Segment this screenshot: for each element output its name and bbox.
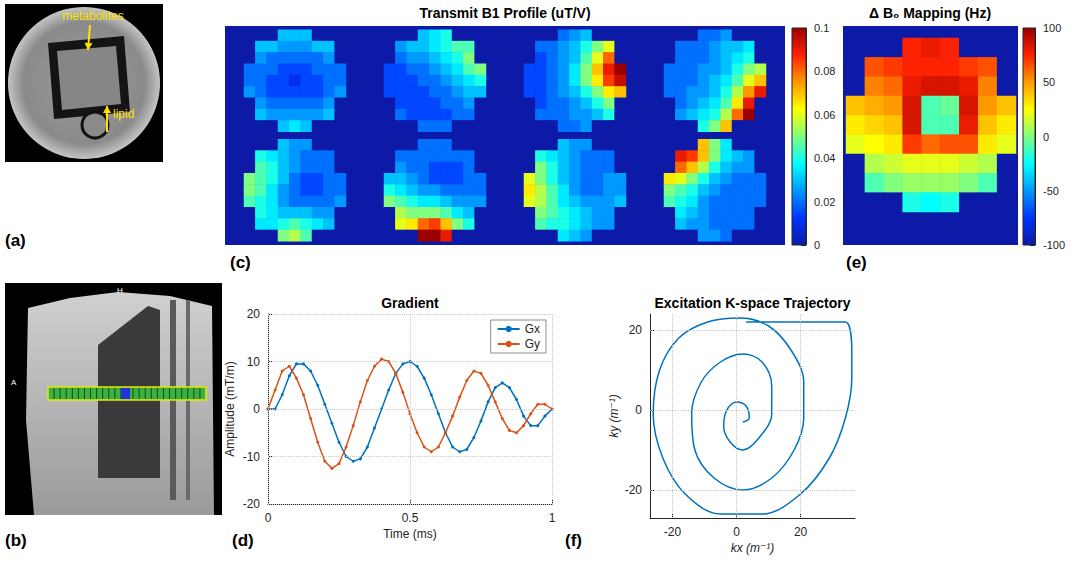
svg-text:-100: -100 <box>1043 239 1065 251</box>
svg-text:0.06: 0.06 <box>814 109 835 121</box>
svg-text:(b): (b) <box>5 531 27 550</box>
svg-text:0.04: 0.04 <box>814 152 835 164</box>
svg-text:-10: -10 <box>243 450 261 464</box>
svg-text:lipid: lipid <box>113 107 134 121</box>
svg-text:-20: -20 <box>664 525 682 539</box>
svg-text:A: A <box>11 378 17 387</box>
svg-text:Gradient: Gradient <box>381 295 439 311</box>
svg-text:(d): (d) <box>232 531 254 550</box>
svg-text:Gx: Gx <box>525 322 540 336</box>
svg-text:-20: -20 <box>243 497 261 511</box>
svg-text:Δ B₀ Mapping (Hz): Δ B₀ Mapping (Hz) <box>869 5 991 21</box>
svg-text:0: 0 <box>635 403 642 417</box>
svg-text:0: 0 <box>253 402 260 416</box>
svg-text:(f): (f) <box>565 531 582 550</box>
svg-text:10: 10 <box>247 355 261 369</box>
svg-text:100: 100 <box>1043 22 1061 34</box>
svg-text:20: 20 <box>629 323 643 337</box>
svg-text:H: H <box>117 286 123 295</box>
svg-text:Transmit B1 Profile (uT/V): Transmit B1 Profile (uT/V) <box>419 5 590 21</box>
svg-text:0: 0 <box>1043 131 1049 143</box>
svg-text:-20: -20 <box>625 483 643 497</box>
svg-text:0: 0 <box>733 525 740 539</box>
svg-text:20: 20 <box>794 525 808 539</box>
svg-text:kx (m⁻¹): kx (m⁻¹) <box>731 541 775 555</box>
svg-text:1: 1 <box>549 511 556 525</box>
svg-text:(e): (e) <box>846 253 867 272</box>
svg-text:Excitation K-space Trajectory: Excitation K-space Trajectory <box>654 295 850 311</box>
svg-text:-50: -50 <box>1043 185 1059 197</box>
svg-text:(a): (a) <box>5 231 26 250</box>
svg-text:20: 20 <box>247 307 261 321</box>
svg-text:0: 0 <box>814 239 820 251</box>
svg-text:metabolites: metabolites <box>62 9 123 23</box>
svg-text:Gy: Gy <box>525 337 540 351</box>
svg-text:ky (m⁻¹): ky (m⁻¹) <box>607 394 621 438</box>
svg-text:0.1: 0.1 <box>814 22 829 34</box>
svg-text:0.08: 0.08 <box>814 65 835 77</box>
svg-text:(c): (c) <box>230 253 251 272</box>
svg-text:0.02: 0.02 <box>814 196 835 208</box>
svg-text:0.5: 0.5 <box>402 511 419 525</box>
svg-text:0: 0 <box>265 511 272 525</box>
svg-text:Amplitude (mT/m): Amplitude (mT/m) <box>223 361 237 456</box>
svg-text:50: 50 <box>1043 76 1055 88</box>
svg-text:Time (ms): Time (ms) <box>383 527 437 541</box>
